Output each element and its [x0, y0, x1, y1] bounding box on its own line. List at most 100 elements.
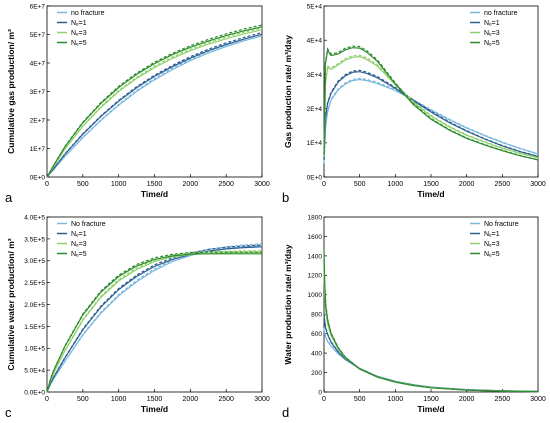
series-dashed-line-2 [323, 313, 539, 393]
series-line-2 [46, 246, 263, 393]
legend-entry: Nₑ=3 [484, 30, 500, 37]
x-tick-label: 3000 [254, 396, 270, 403]
series-line-3 [46, 251, 262, 393]
y-tick-label: 1400 [308, 253, 323, 260]
legend-entry: Nₑ=1 [71, 231, 87, 238]
series-dashed-line-4 [323, 249, 539, 393]
x-tick-label: 500 [77, 181, 89, 188]
series-dashed-line-4 [46, 251, 262, 393]
panel-label: a [5, 190, 13, 205]
series-dashed-line-2 [46, 244, 263, 393]
series-dashed-line-4 [46, 24, 263, 178]
y-tick-label: 1000 [308, 292, 323, 299]
y-tick-label: 6E+7 [30, 3, 46, 10]
y-tick-label: 2.0E+5 [24, 302, 45, 309]
x-tick-label: 1500 [147, 181, 163, 188]
panel-b: 0 500 1000 1500 2000 2500 3000 0E+0 1E+4 2E+4 3E+4… [282, 3, 546, 205]
series-dashed-line-1 [323, 77, 539, 164]
series-dashed-line-3 [46, 250, 262, 393]
x-axis-label: Time/d [141, 189, 168, 199]
y-tick-label: 3E+7 [30, 89, 46, 96]
y-tick-label: 800 [311, 312, 322, 319]
x-tick-label: 0 [45, 396, 49, 403]
y-axis-label: Cumulative gas production/ m³ [6, 29, 16, 154]
x-tick-label: 3000 [530, 396, 546, 403]
y-axis-label: Cumulative water production/ m³ [6, 238, 16, 370]
x-tick-label: 2000 [183, 181, 199, 188]
legend-entry: no fracture [484, 10, 518, 17]
series-line-4 [46, 253, 262, 393]
y-tick-label: 4E+4 [307, 38, 323, 45]
legend-entry: Nₑ=5 [71, 40, 87, 47]
y-tick-label: 4.0E+5 [24, 214, 45, 221]
y-tick-label: 1800 [308, 214, 323, 221]
series-line-1 [323, 78, 539, 164]
x-tick-label: 0 [322, 181, 326, 188]
x-tick-label: 500 [354, 396, 366, 403]
x-tick-label: 2500 [218, 181, 234, 188]
series-line-3 [46, 29, 263, 178]
y-tick-label: 1600 [308, 234, 323, 241]
x-tick-label: 2000 [459, 396, 475, 403]
x-tick-label: 1000 [388, 181, 404, 188]
x-axis-label: Time/d [417, 189, 444, 199]
y-tick-label: 0E+0 [30, 174, 46, 181]
x-tick-label: 1000 [111, 181, 127, 188]
series-dashed-line-3 [323, 54, 539, 159]
y-tick-label: 3E+4 [307, 72, 323, 79]
legend-entry: Nₑ=1 [71, 20, 87, 27]
y-tick-label: 2E+4 [307, 106, 323, 113]
y-tick-label: 1E+7 [30, 146, 46, 153]
series-line-4 [323, 47, 539, 161]
x-tick-label: 1500 [423, 396, 439, 403]
legend-entry: Nₑ=3 [71, 30, 87, 37]
y-tick-label: 600 [311, 331, 322, 338]
series-dashed-line-3 [323, 264, 539, 393]
x-tick-label: 2500 [218, 396, 234, 403]
y-tick-label: 400 [311, 351, 322, 358]
x-tick-label: 500 [77, 396, 89, 403]
series-line-2 [323, 314, 539, 393]
x-tick-label: 1000 [111, 396, 127, 403]
series-line-1 [323, 328, 539, 392]
legend-entry: Nₑ=1 [484, 20, 500, 27]
legend-entry: Nₑ=5 [484, 40, 500, 47]
y-tick-label: 0 [318, 389, 322, 396]
y-tick-label: 1.0E+5 [24, 346, 45, 353]
y-tick-label: 1.5E+5 [24, 324, 45, 331]
y-tick-label: 1E+4 [307, 140, 323, 147]
panel-label: d [282, 405, 289, 420]
legend-entry: Nₑ=3 [71, 241, 87, 248]
y-tick-label: 5E+4 [307, 3, 323, 10]
legend-entry: Nₑ=1 [484, 231, 500, 238]
legend-entry: No fracture [71, 221, 106, 228]
x-tick-label: 1000 [388, 396, 404, 403]
x-tick-label: 2500 [495, 181, 511, 188]
panel-label: b [282, 190, 289, 205]
panel-label: c [5, 405, 12, 420]
series-dashed-line-2 [46, 31, 263, 178]
x-axis-label: Time/d [417, 404, 444, 414]
x-axis-label: Time/d [141, 404, 168, 414]
x-tick-label: 500 [354, 181, 366, 188]
series-line-4 [46, 26, 263, 178]
x-tick-label: 3000 [254, 181, 270, 188]
panel-d: 0 500 1000 1500 2000 2500 3000 0 200 400 600 800 100… [282, 214, 546, 420]
y-tick-label: 2.5E+5 [24, 280, 45, 287]
y-tick-label: 0.0E+0 [24, 389, 45, 396]
y-tick-label: 3.0E+5 [24, 258, 45, 265]
legend-entry: Nₑ=3 [484, 241, 500, 248]
y-tick-label: 5.0E+4 [24, 368, 45, 375]
x-tick-label: 3000 [530, 181, 546, 188]
x-tick-label: 2500 [495, 396, 511, 403]
panel-a: 0 500 1000 1500 2000 2500 3000 0E+0 1E+7 2E+7 3E+7… [5, 3, 270, 205]
y-axis-label: Water production rate/ m³/day [283, 244, 293, 364]
series-line-3 [323, 265, 539, 393]
series-dashed-line-4 [323, 45, 539, 161]
y-tick-label: 200 [311, 370, 322, 377]
series-line-1 [46, 244, 263, 393]
series-dashed-line-1 [323, 327, 539, 392]
y-tick-label: 5E+7 [30, 32, 46, 39]
y-tick-label: 2E+7 [30, 117, 46, 124]
